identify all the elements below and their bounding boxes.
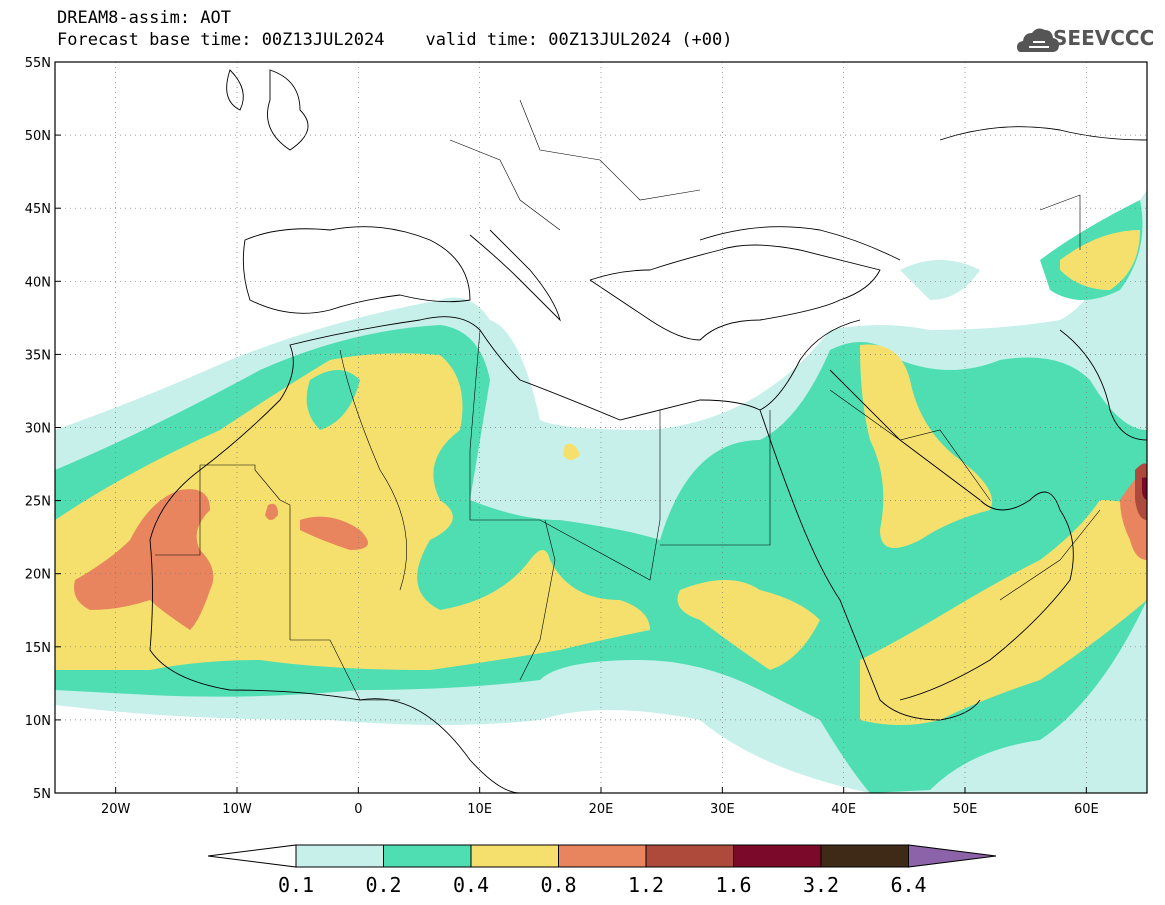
longitude-labels: 20W 10W 0 10E 20E 30E 40E 50E 60E [101,787,1099,817]
lon-label: 50E [953,802,978,817]
lon-label: 20E [589,802,614,817]
aot-field [55,69,1147,793]
lat-label: 10N [25,714,51,729]
colorbar-label: 0.8 [540,873,576,897]
lon-label: 0 [354,802,362,817]
borders [155,99,1101,701]
lat-label: 50N [25,129,51,144]
colorbar: 0.1 0.2 0.4 0.8 1.2 1.6 3.2 6.4 [207,844,997,897]
lat-label: 30N [25,422,51,437]
lon-label: 40E [831,802,856,817]
colorbar-label: 3.2 [803,873,839,897]
lon-label: 30E [710,802,735,817]
lat-label: 20N [25,568,51,583]
title-line-1: DREAM8-assim: AOT [57,8,231,28]
colorbar-label: 0.1 [278,873,314,897]
lat-label: 5N [33,787,51,802]
colorbar-above-triangle [908,844,997,868]
lat-label: 40N [25,275,51,290]
colorbar-swatch [383,844,472,868]
colorbar-swatch [820,844,909,868]
title-line-2: Forecast base time: 00Z13JUL2024 valid t… [57,30,733,50]
colorbar-label: 0.4 [453,873,489,897]
colorbar-label: 1.6 [715,873,751,897]
lat-label: 35N [25,348,51,363]
colorbar-swatch [295,844,384,868]
lat-label: 55N [25,56,51,71]
colorbar-swatch [558,844,647,868]
lat-label: 45N [25,202,51,217]
latitude-labels: 55N 50N 45N 40N 35N 30N 25N 20N 15N 10N 5N [25,56,61,802]
colorbar-swatch [645,844,734,868]
lat-label: 25N [25,495,51,510]
lon-label: 60E [1074,802,1099,817]
aot-band-1.6 [1142,477,1147,500]
colorbar-label: 0.2 [365,873,401,897]
lon-label: 10W [222,802,252,817]
colorbar-swatch [470,844,559,868]
gridlines [55,62,1147,793]
colorbar-label: 6.4 [890,873,926,897]
cloud-icon [1017,28,1059,52]
lat-label: 15N [25,641,51,656]
colorbar-below-triangle [207,844,297,868]
lon-label: 20W [101,802,131,817]
colorbar-label: 1.2 [628,873,664,897]
logo-text: SEEVCCC [1053,26,1155,50]
lon-label: 10E [467,802,492,817]
colorbar-swatch [733,844,822,868]
